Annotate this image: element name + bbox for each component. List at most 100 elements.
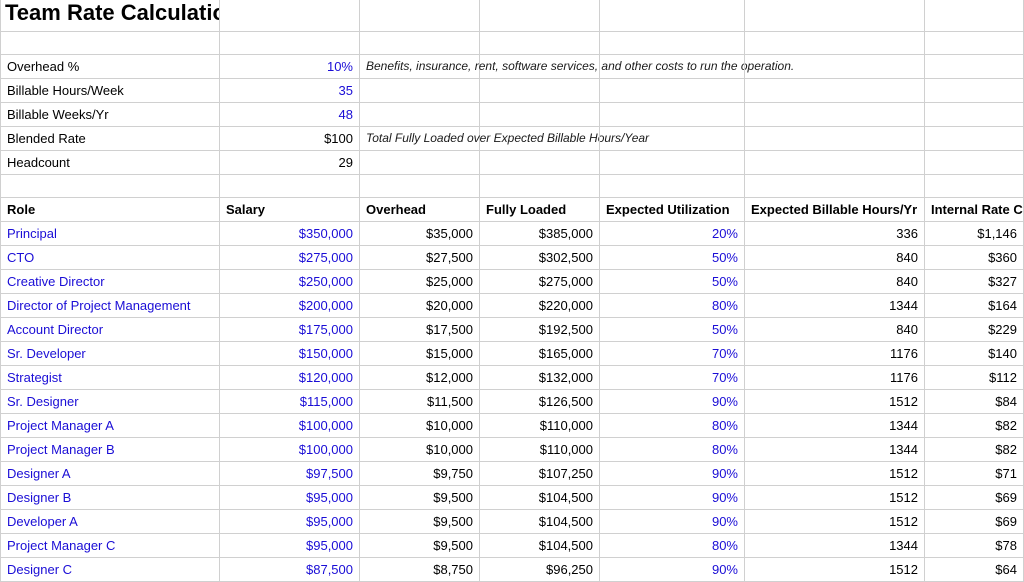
salary-cell[interactable]: $95,000: [220, 534, 360, 558]
param-value[interactable]: 29: [220, 151, 360, 175]
empty-cell: [925, 175, 1024, 198]
column-header: Internal Rate Calc: [925, 198, 1024, 222]
hours-cell: 1344: [745, 414, 925, 438]
empty-cell: [745, 103, 925, 127]
utilization-cell[interactable]: 80%: [600, 534, 745, 558]
utilization-cell[interactable]: 90%: [600, 486, 745, 510]
overhead-cell: $10,000: [360, 438, 480, 462]
salary-cell[interactable]: $100,000: [220, 414, 360, 438]
hours-cell: 840: [745, 246, 925, 270]
utilization-cell[interactable]: 80%: [600, 438, 745, 462]
param-value[interactable]: 48: [220, 103, 360, 127]
column-header: Expected Utilization: [600, 198, 745, 222]
role-cell[interactable]: Designer C: [0, 558, 220, 582]
salary-cell[interactable]: $200,000: [220, 294, 360, 318]
overhead-cell: $9,750: [360, 462, 480, 486]
loaded-cell: $132,000: [480, 366, 600, 390]
salary-cell[interactable]: $95,000: [220, 510, 360, 534]
empty-cell: [600, 55, 745, 79]
empty-cell: [745, 32, 925, 55]
utilization-cell[interactable]: 70%: [600, 366, 745, 390]
empty-cell: [480, 79, 600, 103]
salary-cell[interactable]: $350,000: [220, 222, 360, 246]
role-cell[interactable]: Strategist: [0, 366, 220, 390]
loaded-cell: $104,500: [480, 534, 600, 558]
hours-cell: 1512: [745, 390, 925, 414]
role-cell[interactable]: Sr. Developer: [0, 342, 220, 366]
overhead-cell: $25,000: [360, 270, 480, 294]
empty-cell: [220, 175, 360, 198]
salary-cell[interactable]: $95,000: [220, 486, 360, 510]
rate-cell: $82: [925, 438, 1024, 462]
empty-cell: [925, 55, 1024, 79]
utilization-cell[interactable]: 90%: [600, 390, 745, 414]
role-cell[interactable]: Director of Project Management: [0, 294, 220, 318]
salary-cell[interactable]: $97,500: [220, 462, 360, 486]
utilization-cell[interactable]: 90%: [600, 462, 745, 486]
role-cell[interactable]: Project Manager C: [0, 534, 220, 558]
hours-cell: 1512: [745, 558, 925, 582]
utilization-cell[interactable]: 90%: [600, 558, 745, 582]
role-cell[interactable]: Developer A: [0, 510, 220, 534]
rate-cell: $71: [925, 462, 1024, 486]
utilization-cell[interactable]: 90%: [600, 510, 745, 534]
rate-cell: $78: [925, 534, 1024, 558]
role-cell[interactable]: Designer A: [0, 462, 220, 486]
empty-cell: [600, 103, 745, 127]
rate-cell: $69: [925, 486, 1024, 510]
salary-cell[interactable]: $100,000: [220, 438, 360, 462]
param-label: Headcount: [0, 151, 220, 175]
salary-cell[interactable]: $120,000: [220, 366, 360, 390]
loaded-cell: $192,500: [480, 318, 600, 342]
salary-cell[interactable]: $115,000: [220, 390, 360, 414]
loaded-cell: $110,000: [480, 438, 600, 462]
empty-cell: [220, 32, 360, 55]
overhead-cell: $27,500: [360, 246, 480, 270]
param-label: Billable Hours/Week: [0, 79, 220, 103]
empty-cell: [600, 32, 745, 55]
column-header: Fully Loaded: [480, 198, 600, 222]
column-header: Overhead: [360, 198, 480, 222]
rate-cell: $64: [925, 558, 1024, 582]
role-cell[interactable]: Account Director: [0, 318, 220, 342]
salary-cell[interactable]: $175,000: [220, 318, 360, 342]
role-cell[interactable]: Principal: [0, 222, 220, 246]
loaded-cell: $275,000: [480, 270, 600, 294]
role-cell[interactable]: Designer B: [0, 486, 220, 510]
utilization-cell[interactable]: 80%: [600, 294, 745, 318]
hours-cell: 1344: [745, 438, 925, 462]
salary-cell[interactable]: $150,000: [220, 342, 360, 366]
utilization-cell[interactable]: 70%: [600, 342, 745, 366]
role-cell[interactable]: CTO: [0, 246, 220, 270]
empty-cell: [480, 0, 600, 32]
param-value[interactable]: 35: [220, 79, 360, 103]
role-cell[interactable]: Project Manager A: [0, 414, 220, 438]
param-value[interactable]: 10%: [220, 55, 360, 79]
hours-cell: 840: [745, 270, 925, 294]
utilization-cell[interactable]: 50%: [600, 318, 745, 342]
loaded-cell: $126,500: [480, 390, 600, 414]
salary-cell[interactable]: $275,000: [220, 246, 360, 270]
role-cell[interactable]: Creative Director: [0, 270, 220, 294]
rate-cell: $360: [925, 246, 1024, 270]
empty-cell: [0, 175, 220, 198]
empty-cell: [480, 151, 600, 175]
param-value[interactable]: $100: [220, 127, 360, 151]
loaded-cell: $104,500: [480, 486, 600, 510]
param-note: [360, 151, 480, 175]
utilization-cell[interactable]: 50%: [600, 246, 745, 270]
salary-cell[interactable]: $87,500: [220, 558, 360, 582]
role-cell[interactable]: Project Manager B: [0, 438, 220, 462]
empty-cell: [480, 127, 600, 151]
salary-cell[interactable]: $250,000: [220, 270, 360, 294]
utilization-cell[interactable]: 50%: [600, 270, 745, 294]
role-cell[interactable]: Sr. Designer: [0, 390, 220, 414]
empty-cell: [360, 32, 480, 55]
empty-cell: [600, 0, 745, 32]
rate-cell: $229: [925, 318, 1024, 342]
utilization-cell[interactable]: 20%: [600, 222, 745, 246]
loaded-cell: $302,500: [480, 246, 600, 270]
empty-cell: [745, 151, 925, 175]
utilization-cell[interactable]: 80%: [600, 414, 745, 438]
loaded-cell: $96,250: [480, 558, 600, 582]
